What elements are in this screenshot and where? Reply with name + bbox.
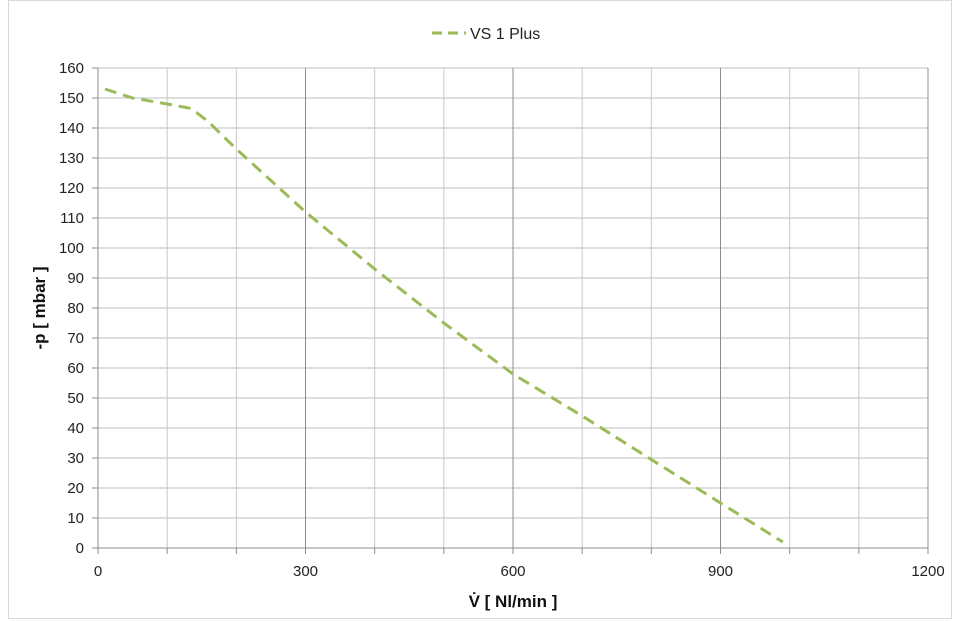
chart-frame: VS 1 Plus 0 10 20 30 40 50 60 70 80 90 100 110 120 13…	[8, 0, 952, 619]
y-tick-label: 20	[67, 480, 84, 497]
y-tick-label: 90	[67, 270, 84, 287]
x-tick-label: 900	[708, 563, 733, 580]
chart-area: VS 1 Plus 0 10 20 30 40 50 60 70 80 90 100 110 120 13…	[30, 26, 945, 611]
y-tick-label: 80	[67, 300, 84, 317]
axes	[92, 67, 929, 554]
y-tick-label: 60	[67, 360, 84, 377]
y-tick-label: 110	[60, 210, 84, 227]
legend: VS 1 Plus	[432, 26, 540, 43]
y-tick-label: 160	[59, 60, 84, 77]
series-line-1	[104, 87, 784, 544]
y-tick-label: 0	[76, 540, 84, 557]
x-tick-label: 600	[500, 563, 525, 580]
y-tick-label: 140	[59, 120, 84, 137]
x-axis-title: V̇ [ Nl/min ]	[469, 592, 558, 611]
y-tick-label: 30	[67, 450, 84, 467]
grid	[98, 67, 929, 548]
series-layer	[104, 87, 784, 544]
x-tick-label: 300	[293, 563, 318, 580]
y-tick-label: 70	[67, 330, 84, 347]
y-tick-label: 40	[67, 420, 84, 437]
y-axis-title: -p [ mbar ]	[30, 266, 49, 349]
y-tick-label: 50	[67, 390, 84, 407]
y-tick-label: 130	[59, 150, 84, 167]
x-tick-label: 0	[94, 563, 102, 580]
y-tick-label: 10	[67, 510, 84, 527]
tick-labels: 0 10 20 30 40 50 60 70 80 90 100 110 120 130 140 150 160…	[59, 60, 945, 580]
y-tick-label: 150	[59, 90, 84, 107]
y-tick-label: 120	[59, 180, 84, 197]
x-tick-label: 1200	[911, 563, 944, 580]
y-tick-label: 100	[59, 240, 84, 257]
legend-label-vs-1-plus: VS 1 Plus	[470, 26, 540, 43]
